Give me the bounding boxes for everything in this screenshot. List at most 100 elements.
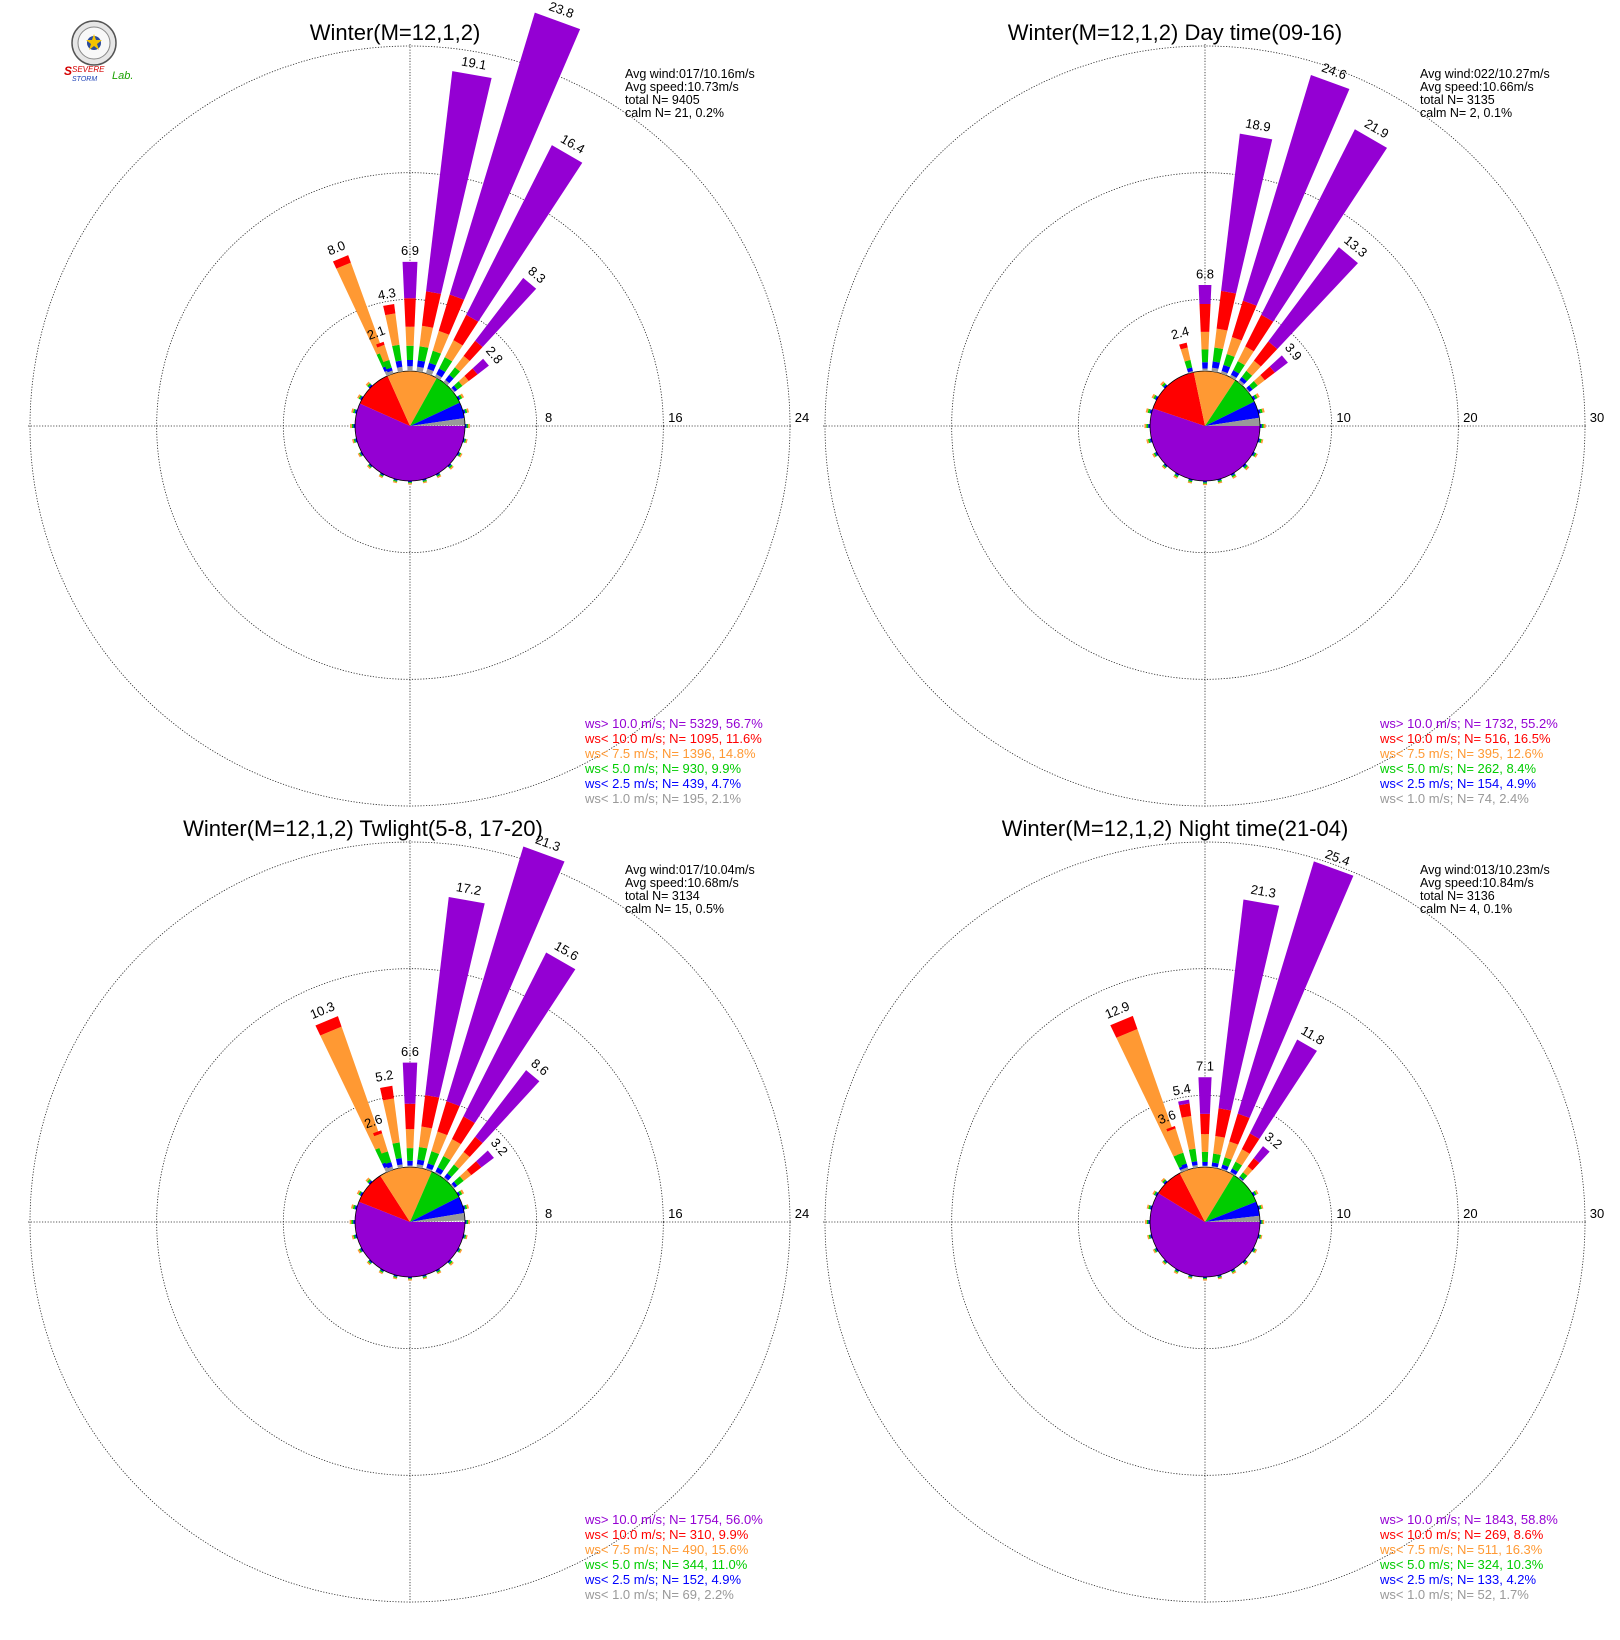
petal-segment — [380, 1085, 394, 1101]
petal-segment — [1173, 1271, 1178, 1275]
petal-segment — [422, 481, 428, 484]
windrose-panel-4: Winter(M=12,1,2) Night time(21-04) 10 20 30… — [823, 816, 1604, 1604]
petal-segment — [1233, 361, 1245, 374]
petal-segment — [1242, 75, 1350, 306]
petal-segment — [366, 465, 371, 470]
petal-segment — [1146, 1204, 1150, 1209]
petal-segment — [426, 71, 492, 294]
petal-label: 23.8 — [547, 0, 576, 21]
ring-label: 20 — [1463, 1206, 1477, 1221]
petal-segment — [1211, 1166, 1218, 1169]
petal-segment — [385, 1161, 393, 1169]
logo-lab-text: Lab. — [112, 70, 133, 82]
petal-segment — [1178, 1099, 1190, 1106]
petal-segment — [353, 1234, 356, 1240]
petal-segment — [1161, 382, 1167, 388]
svg-text:S: S — [64, 64, 72, 78]
petal-segment — [454, 355, 470, 372]
core-slice — [410, 418, 465, 426]
petal-segment — [353, 438, 356, 443]
windrose-panel-3: Winter(M=12,1,2) Twlight(5-8, 17-20) 8 16 2… — [28, 816, 809, 1604]
petal-segment — [365, 381, 370, 386]
petal-segment — [1260, 1234, 1263, 1240]
petal-segment — [1187, 371, 1194, 374]
petal-segment — [463, 1234, 467, 1239]
stat-line: Avg speed:10.73m/s — [625, 80, 739, 94]
core-slice — [410, 1213, 465, 1222]
petal-segment — [443, 379, 450, 386]
petal-segment — [1199, 303, 1211, 332]
core-slice — [1205, 417, 1260, 426]
petal-segment — [336, 262, 384, 355]
petal-segment — [1182, 1167, 1189, 1172]
petal-segment — [406, 345, 414, 360]
petal-segment — [392, 344, 402, 362]
petal-segment — [332, 255, 351, 269]
petal-segment — [451, 1181, 458, 1188]
petal-segment — [1198, 1077, 1212, 1114]
petal-segment — [387, 370, 394, 376]
petal-segment — [1187, 481, 1192, 484]
core-slice — [410, 402, 465, 426]
petal-segment — [356, 1190, 361, 1195]
petal-segment — [451, 385, 458, 392]
legend-item: ws< 5.0 m/s; N= 324, 10.3% — [1379, 1557, 1544, 1572]
petal-segment — [1243, 1166, 1253, 1176]
petal-segment — [445, 374, 454, 384]
petal-segment — [407, 1279, 413, 1281]
petal-segment — [437, 475, 442, 479]
petal-segment — [1251, 1191, 1256, 1197]
petal-segment — [1202, 362, 1208, 369]
petal-segment — [1146, 423, 1149, 429]
legend-item: ws< 10.0 m/s; N= 310, 9.9% — [584, 1527, 749, 1542]
petal-segment — [405, 326, 415, 346]
petal-segment — [465, 1235, 468, 1240]
stat-line: total N= 3134 — [625, 889, 700, 903]
stat-line: calm N= 15, 0.5% — [625, 902, 724, 916]
petal-segment — [444, 1173, 452, 1181]
petal-segment — [407, 1160, 413, 1166]
petal-segment — [383, 303, 396, 316]
petal-segment — [368, 384, 373, 389]
petal-segment — [416, 1159, 425, 1166]
petal-segment — [1163, 1180, 1168, 1185]
petal-segment — [407, 1278, 413, 1280]
stat-line: Avg wind:022/10.27m/s — [1420, 67, 1550, 81]
petal-segment — [458, 394, 463, 400]
petal-label: 6.6 — [401, 1044, 419, 1059]
petal-segment — [352, 439, 355, 444]
ring-label: 16 — [668, 1206, 682, 1221]
legend-item: ws< 2.5 m/s; N= 152, 4.9% — [584, 1572, 742, 1587]
petal-segment — [449, 1261, 454, 1266]
petal-label: 21.3 — [533, 832, 562, 855]
petal-segment — [1226, 336, 1242, 357]
petal-segment — [451, 1116, 475, 1145]
petal-segment — [1254, 1189, 1259, 1195]
petal-segment — [1221, 364, 1231, 374]
petal-segment — [352, 408, 356, 414]
stat-line: Avg wind:017/10.16m/s — [625, 67, 755, 81]
petal-segment — [1160, 381, 1165, 386]
petal-segment — [350, 1204, 354, 1209]
petal-segment — [417, 1146, 428, 1161]
logo-severe-text: SEVERE — [72, 65, 105, 74]
petal-segment — [1218, 481, 1223, 484]
petal-segment — [1212, 347, 1224, 363]
legend-item: ws> 10.0 m/s; N= 1754, 56.0% — [584, 1512, 763, 1527]
petal-segment — [1231, 474, 1236, 478]
core-slice — [1205, 1175, 1257, 1222]
petal-segment — [1147, 438, 1151, 444]
petal-label: 2.4 — [1169, 323, 1190, 342]
petal-segment — [1263, 423, 1266, 429]
petal-segment — [453, 1151, 470, 1169]
petal-segment — [395, 1158, 403, 1166]
petal-segment — [1214, 328, 1228, 350]
petal-segment — [393, 1275, 398, 1279]
petal-segment — [1145, 408, 1149, 413]
petal-segment — [1230, 1268, 1235, 1272]
petal-segment — [351, 408, 355, 413]
petal-segment — [1188, 1148, 1198, 1163]
petal-segment — [475, 277, 537, 348]
petal-segment — [447, 463, 452, 468]
petal-segment — [1187, 1277, 1193, 1280]
